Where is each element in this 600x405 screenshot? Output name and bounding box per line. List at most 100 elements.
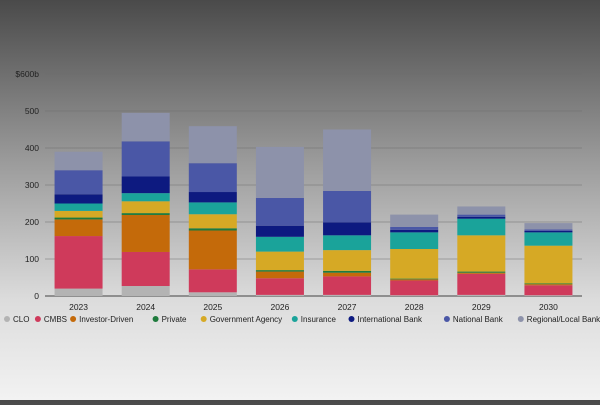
bar-segment bbox=[255, 197, 304, 226]
legend-swatch bbox=[200, 316, 207, 322]
bar-segment bbox=[188, 228, 237, 231]
bar-segment bbox=[390, 226, 439, 230]
legend-swatch bbox=[152, 316, 159, 322]
bar-segment bbox=[323, 276, 372, 295]
bar-segment bbox=[188, 230, 237, 270]
bar-segment bbox=[390, 232, 439, 250]
bar-segment bbox=[54, 203, 103, 211]
legend-item: Investor-Driven bbox=[70, 315, 133, 324]
bar-segment bbox=[121, 141, 170, 177]
bar-segment bbox=[457, 214, 506, 217]
bar-segment bbox=[524, 283, 573, 285]
bar-segment bbox=[188, 214, 237, 229]
bar-segment bbox=[524, 230, 573, 233]
legend-swatch bbox=[4, 316, 10, 322]
bar-segment bbox=[524, 284, 573, 286]
bar-segment bbox=[323, 250, 372, 271]
bar-segment bbox=[390, 229, 439, 233]
x-tick-label: 2024 bbox=[136, 302, 155, 312]
bar-segment bbox=[255, 294, 304, 296]
bar-stack-2030 bbox=[524, 223, 573, 296]
bar-segment bbox=[255, 236, 304, 252]
bar-segment bbox=[188, 163, 237, 193]
bar-stack-2024 bbox=[121, 112, 170, 296]
legend-item: Government Agency bbox=[200, 315, 282, 324]
legend-label: International Bank bbox=[358, 315, 423, 324]
bar-segment bbox=[188, 126, 237, 164]
x-tick-label: 2030 bbox=[539, 302, 558, 312]
bar-stack-2029 bbox=[457, 206, 506, 296]
legend-swatch bbox=[34, 316, 41, 322]
bar-segment bbox=[323, 294, 372, 296]
bar-segment bbox=[524, 245, 573, 284]
bar-segment bbox=[524, 223, 573, 230]
bar-segment bbox=[457, 235, 506, 272]
bar-segment bbox=[54, 288, 103, 296]
x-tick-label: 2025 bbox=[203, 302, 222, 312]
bar-segment bbox=[323, 235, 372, 251]
bar-segment bbox=[390, 295, 439, 296]
bar-segment bbox=[457, 272, 506, 274]
bar-segment bbox=[188, 202, 237, 215]
legend-swatch bbox=[291, 316, 298, 322]
y-axis-ticks: 0 100 200 300 400 500 $600b bbox=[15, 69, 39, 301]
bar-segment bbox=[524, 232, 573, 246]
bar-segment bbox=[121, 214, 170, 252]
bar-segment bbox=[524, 285, 573, 296]
bar-segment bbox=[188, 269, 237, 293]
bar-segment bbox=[390, 280, 439, 296]
bar-stack-2027 bbox=[323, 129, 372, 296]
bar-segment bbox=[54, 219, 103, 237]
bar-segment bbox=[524, 295, 573, 296]
bar-segment bbox=[121, 286, 170, 296]
legend-swatch bbox=[70, 316, 77, 322]
bar-segment bbox=[188, 292, 237, 296]
legend-item: Private bbox=[152, 315, 187, 324]
bar-segment bbox=[255, 271, 304, 279]
bar-segment bbox=[323, 270, 372, 273]
y-tick-label: $600b bbox=[15, 69, 39, 79]
legend: CLO CMBS Investor-Driven Private Government … bbox=[4, 315, 600, 324]
legend-swatch bbox=[348, 316, 355, 322]
bar-segment bbox=[323, 272, 372, 277]
x-tick-label: 2029 bbox=[472, 302, 491, 312]
bar-segment bbox=[121, 251, 170, 287]
bar-segment bbox=[54, 194, 103, 204]
y-tick-label: 400 bbox=[25, 143, 39, 153]
legend-item: CLO bbox=[4, 315, 29, 324]
bar-stack-2023 bbox=[54, 151, 103, 296]
x-axis-ticks: 2023 2024 2025 2026 2027 2028 2029 2030 bbox=[69, 302, 558, 312]
bar-segment bbox=[54, 151, 103, 171]
bar-segment bbox=[390, 249, 439, 279]
bar-segment bbox=[255, 251, 304, 271]
y-tick-label: 200 bbox=[25, 217, 39, 227]
legend-item: Regional/Local Bank bbox=[517, 315, 600, 324]
bar-segment bbox=[390, 279, 439, 281]
bar-segment bbox=[255, 278, 304, 295]
legend-label: National Bank bbox=[453, 315, 504, 324]
x-tick-label: 2023 bbox=[69, 302, 88, 312]
legend-item: CMBS bbox=[34, 315, 67, 324]
bar-segment bbox=[54, 236, 103, 289]
y-tick-label: 0 bbox=[34, 291, 39, 301]
y-tick-label: 300 bbox=[25, 180, 39, 190]
bar-segment bbox=[121, 176, 170, 194]
legend-swatch bbox=[443, 316, 450, 322]
legend-item: International Bank bbox=[348, 315, 423, 324]
bar-segment bbox=[121, 213, 170, 215]
legend-label: Government Agency bbox=[210, 315, 282, 324]
legend-item: Insurance bbox=[291, 315, 337, 324]
legend-label: Insurance bbox=[301, 315, 337, 324]
legend-swatch bbox=[517, 316, 524, 322]
legend-item: National Bank bbox=[443, 315, 504, 324]
y-tick-label: 500 bbox=[25, 106, 39, 116]
x-tick-label: 2028 bbox=[405, 302, 424, 312]
legend-label: Regional/Local Bank bbox=[527, 315, 600, 324]
bar-segment bbox=[390, 278, 439, 280]
legend-label: CLO bbox=[13, 315, 29, 324]
bar-segment bbox=[255, 146, 304, 198]
bar-segment bbox=[54, 210, 103, 218]
bar-segment bbox=[457, 218, 506, 236]
legend-label: Private bbox=[162, 315, 187, 324]
